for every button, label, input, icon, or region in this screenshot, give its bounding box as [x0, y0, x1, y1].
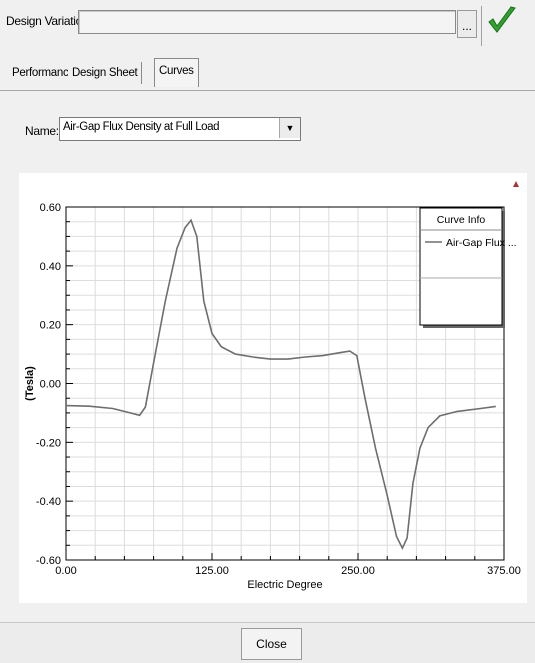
y-axis-label: (Tesla) — [24, 366, 36, 401]
design-variation-browse-button[interactable]: ... — [457, 10, 477, 38]
chart-tick-labels: 0.600.400.200.00-0.20-0.40-0.600.00 125.0… — [36, 202, 521, 577]
tab-performance[interactable]: Performance — [8, 62, 80, 84]
x-axis-label: Electric Degree — [247, 579, 322, 591]
x-tick-label: 375.00 — [487, 565, 521, 577]
chart-grid — [66, 207, 504, 560]
toolbar-separator — [481, 6, 482, 46]
y-tick-label: -0.40 — [36, 496, 61, 508]
tab-design-sheet[interactable]: Design Sheet — [68, 62, 143, 84]
flux-density-chart[interactable]: 0.600.400.200.00-0.20-0.40-0.600.00 125.0… — [19, 173, 527, 603]
x-tick-label: 125.00 — [195, 565, 229, 577]
curve-name-value: Air-Gap Flux Density at Full Load — [63, 121, 220, 133]
close-button[interactable]: Close — [241, 628, 302, 660]
y-tick-label: 0.20 — [40, 320, 61, 332]
tab-divider — [0, 90, 535, 91]
y-tick-label: 0.40 — [40, 261, 61, 273]
scroll-up-icon[interactable] — [513, 181, 519, 187]
legend-box — [419, 207, 503, 326]
design-variation-field[interactable] — [78, 10, 456, 34]
legend-entry: Air-Gap Flux ... — [446, 237, 517, 249]
curve-name-dropdown[interactable]: Air-Gap Flux Density at Full Load ▼ — [59, 117, 301, 141]
green-check-icon[interactable] — [485, 4, 519, 38]
legend-title: Curve Info — [437, 214, 486, 226]
series-line-air-gap-flux — [65, 218, 496, 551]
y-tick-label: -0.20 — [36, 437, 61, 449]
y-tick-label: 0.60 — [40, 202, 61, 214]
x-tick-label: 0.00 — [55, 565, 76, 577]
design-variation-label: Design Variation: — [6, 14, 92, 28]
dropdown-arrow-icon[interactable]: ▼ — [279, 118, 300, 138]
y-tick-label: -0.60 — [36, 555, 61, 567]
tab-curves[interactable]: Curves — [154, 58, 199, 87]
legend[interactable]: Curve Info Air-Gap Flux ... — [419, 207, 517, 328]
chart-ticks — [65, 206, 505, 561]
x-tick-label: 250.00 — [341, 565, 375, 577]
curve-name-label: Name: — [25, 124, 59, 138]
y-tick-label: 0.00 — [40, 379, 61, 391]
